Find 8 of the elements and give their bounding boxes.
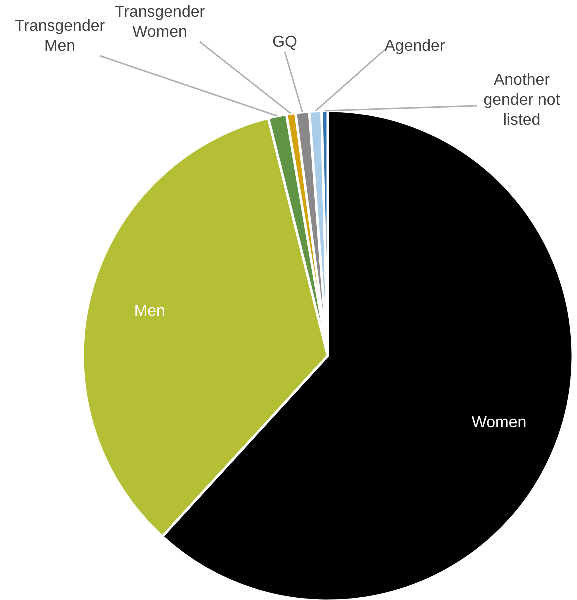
- slice-label: Transgender Women: [114, 4, 206, 41]
- slice-label: Agender: [384, 38, 446, 55]
- slice-label: Another gender not listed: [484, 72, 561, 129]
- slice-label: GQ: [272, 34, 298, 51]
- slice-label: Men: [134, 302, 166, 320]
- slice-label: Men: [44, 38, 76, 55]
- slice-label: Women: [472, 414, 527, 432]
- category-label: Transgender: [14, 18, 106, 35]
